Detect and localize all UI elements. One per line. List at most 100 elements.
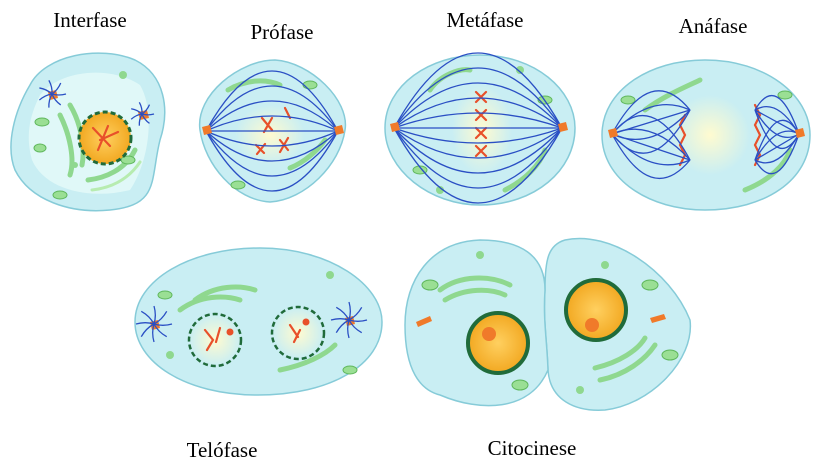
spin-shape (611, 133, 691, 179)
mito-shape (777, 90, 793, 100)
anaphase-cell (601, 59, 811, 211)
ves-shape (166, 351, 174, 359)
phase-label: Citocinese (488, 436, 577, 460)
spin-shape (393, 52, 563, 129)
spin-shape (48, 93, 53, 108)
mito-shape (661, 349, 679, 361)
spin-shape (205, 100, 339, 132)
spin-shape (611, 133, 691, 161)
chrom-shape (91, 124, 120, 152)
ves-shape (476, 251, 484, 259)
phase-label: Telófase (187, 438, 258, 462)
mito-shape (230, 180, 246, 190)
spin-shape (330, 318, 350, 321)
mito-shape (342, 365, 358, 375)
golgi-shape (442, 287, 508, 303)
mito-shape (421, 279, 439, 291)
mito-shape (157, 290, 173, 300)
spin-shape (754, 133, 800, 164)
circle-shape (187, 312, 243, 368)
spin-shape (393, 127, 563, 189)
spin-shape (205, 70, 339, 132)
mito-shape (620, 95, 636, 105)
spin-shape (51, 93, 62, 106)
golgi-shape (742, 147, 793, 193)
spin-shape (754, 119, 800, 161)
ves-shape (72, 162, 78, 168)
spin-shape (138, 101, 143, 115)
spin-shape (393, 127, 563, 204)
spin-shape (140, 310, 155, 325)
spin-shape (140, 323, 155, 338)
ves-shape (326, 271, 334, 279)
mito-shape (511, 379, 529, 391)
spin-shape (335, 306, 350, 321)
spin-shape (393, 67, 563, 129)
phase-label: Prófase (251, 20, 314, 44)
spin-shape (39, 87, 53, 95)
spin-shape (205, 130, 339, 162)
spin-shape (335, 319, 350, 334)
ves-shape (436, 186, 444, 194)
golgi-shape (427, 67, 473, 93)
golgi-shape (597, 342, 658, 383)
spin-shape (611, 128, 691, 161)
golgi-shape (592, 335, 648, 371)
ves-shape (576, 386, 584, 394)
ves-shape (601, 261, 609, 269)
spin-shape (393, 82, 563, 129)
mito-shape (641, 279, 659, 291)
spin-shape (205, 115, 339, 132)
golgi2-shape (90, 160, 142, 192)
ves-shape (516, 66, 524, 74)
phase-label: Interfase (53, 8, 126, 32)
telophase-cell (134, 247, 383, 396)
chrom-shape (678, 103, 762, 167)
spin-shape (611, 133, 691, 166)
spin-shape (153, 323, 173, 326)
circle-shape (226, 328, 234, 336)
ellipse-shape (452, 85, 512, 175)
spin-shape (51, 82, 62, 95)
ellipse-shape (670, 95, 750, 175)
spin-shape (135, 322, 155, 325)
cytokinesis-cells (404, 237, 692, 411)
spin-shape (393, 127, 563, 174)
mito-shape (33, 143, 47, 153)
spin-shape (348, 301, 351, 321)
mito-shape (302, 80, 318, 90)
mito-shape (120, 155, 136, 165)
spin-shape (141, 113, 150, 124)
spin-shape (205, 130, 339, 177)
spin-shape (348, 319, 368, 322)
circle-shape (302, 318, 310, 326)
phase-label: Metáfase (447, 8, 524, 32)
circle-shape (585, 318, 599, 332)
spin-shape (153, 305, 156, 325)
golgi-shape (502, 147, 548, 193)
spin-shape (611, 90, 691, 135)
golgi-shape (437, 275, 513, 293)
phase-label: Anáfase (679, 14, 748, 38)
spin-shape (754, 94, 800, 135)
ves-shape (119, 71, 127, 79)
chrom-shape (474, 90, 488, 158)
golgi-shape (277, 342, 338, 373)
spin-shape (205, 85, 339, 132)
spin-shape (153, 310, 168, 325)
spin-shape (51, 93, 67, 96)
mito-shape (52, 190, 68, 200)
spin-shape (393, 127, 563, 144)
spin-shape (153, 323, 168, 338)
spin-shape (138, 113, 143, 126)
prophase-cell (199, 59, 347, 203)
spin-shape (141, 113, 155, 116)
golgi-shape (642, 77, 703, 113)
spin-shape (348, 319, 363, 334)
spin-shape (205, 130, 339, 192)
interphase-cell (10, 52, 166, 212)
spin-shape (205, 130, 339, 147)
spin-shape (48, 80, 53, 95)
golgi-shape (177, 294, 243, 313)
